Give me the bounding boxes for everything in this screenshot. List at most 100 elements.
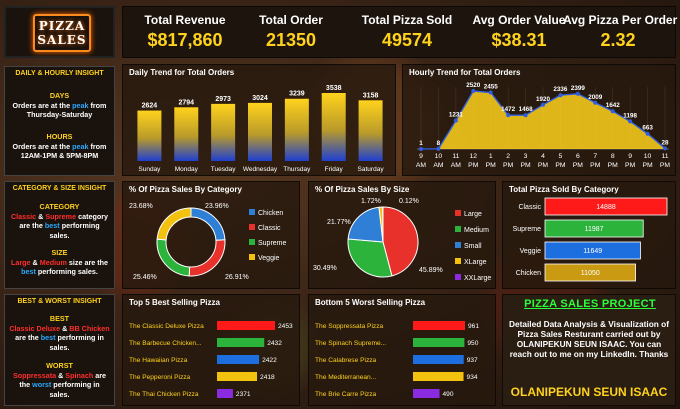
data-label: 1468: [519, 106, 534, 113]
best-worst-insight: BEST & WORST INSIGHT BEST Classic Deluxe…: [4, 294, 115, 406]
insight-days: DAYS Orders are at the peak from Thursda…: [9, 91, 110, 120]
author-name: OLANIPEKUN SEUN ISAAC: [510, 385, 668, 399]
slice-label: 25.46%: [133, 274, 157, 281]
chart-title: Top 5 Best Selling Pizza: [129, 298, 220, 307]
bar: [217, 389, 233, 398]
y-tick-label: The Barbecue Chicken...: [129, 340, 202, 347]
legend-label: XXLarge: [464, 275, 491, 282]
x-tick-label: PM: [468, 162, 479, 169]
data-label: 490: [443, 391, 454, 398]
x-tick-label: 3: [524, 153, 528, 160]
donut-slice: [190, 207, 226, 241]
project-description: Detailed Data Analysis & Visualization o…: [509, 319, 669, 359]
bar: [413, 321, 465, 330]
insight-title: DAILY & HOURLY INSIGHT: [15, 70, 104, 77]
bar: [248, 102, 272, 161]
data-label: 1472: [501, 106, 516, 113]
data-label: 3024: [252, 95, 268, 102]
donut-slice: [188, 239, 226, 277]
data-label: 1: [419, 140, 423, 147]
insight-worst-head: WORST: [46, 361, 73, 370]
insight-text: category are the: [19, 211, 109, 231]
data-label: 2794: [178, 99, 194, 106]
legend-swatch: [455, 274, 461, 280]
x-tick-label: 8: [611, 153, 615, 160]
logo-panel: PIZZA SALES: [4, 6, 115, 58]
bar: [413, 355, 464, 364]
data-point: [610, 109, 615, 114]
insight-cat-a: Classic: [10, 211, 37, 221]
legend-swatch: [249, 254, 255, 260]
data-label: 934: [467, 374, 478, 381]
data-label: 11649: [583, 248, 602, 255]
insight-worst-b: Spinach: [65, 370, 94, 380]
data-label: 3538: [326, 85, 342, 92]
data-label: 1198: [623, 112, 637, 119]
x-tick-label: 10: [435, 153, 443, 160]
bar: [217, 355, 260, 364]
data-label: 3158: [363, 92, 379, 99]
y-tick-label: The Spinach Supreme...: [315, 340, 386, 347]
x-tick-label: PM: [520, 162, 531, 169]
data-label: 950: [467, 340, 478, 347]
data-label: 2009: [588, 94, 603, 101]
y-tick-label: Veggie: [520, 248, 542, 255]
legend-swatch: [455, 242, 461, 248]
category-donut-panel: % Of Pizza Sales By Category 23.96% 26.91…: [122, 181, 300, 289]
top5-panel: Top 5 Best Selling Pizza The Classic Del…: [122, 294, 300, 406]
legend-label: Veggie: [258, 255, 280, 262]
data-label: 663: [642, 125, 653, 132]
daily-trend-panel: Daily Trend for Total Orders 2624 Sunday 2…: [122, 64, 396, 176]
legend-swatch: [249, 209, 255, 215]
kpi-bar: Total Revenue $817,860 Total Order 21350…: [122, 6, 677, 58]
data-label: 2432: [267, 340, 282, 347]
legend-label: Classic: [258, 225, 281, 232]
bar: [544, 219, 644, 238]
legend-label: Medium: [464, 227, 489, 234]
kpi-total-revenue: Total Revenue $817,860: [135, 13, 235, 51]
project-info-panel: PIZZA SALES PROJECT Detailed Data Analys…: [502, 294, 676, 406]
data-point: [628, 119, 633, 124]
insight-text: &: [30, 257, 40, 267]
x-tick-label: PM: [486, 162, 497, 169]
x-tick-label: Thursday: [283, 166, 311, 173]
legend-swatch: [455, 210, 461, 216]
x-tick-label: PM: [625, 162, 636, 169]
data-label: 11050: [581, 270, 600, 277]
insight-days-head: DAYS: [49, 91, 70, 100]
kpi-total-order: Total Order 21350: [251, 13, 331, 51]
chart-title: Daily Trend for Total Orders: [129, 68, 235, 77]
data-point: [541, 102, 545, 107]
insight-text: performing sales.: [49, 221, 100, 240]
kpi-label: Total Pizza Sold: [361, 13, 453, 27]
x-tick-label: PM: [538, 162, 549, 169]
pie-slice: [382, 206, 419, 277]
x-tick-label: PM: [555, 162, 566, 169]
y-tick-label: Chicken: [516, 270, 541, 277]
data-label: 1231: [449, 112, 464, 119]
insight-title: BEST & WORST INSIGHT: [17, 298, 102, 305]
kpi-avg-order-value: Avg Order Value $38.31: [467, 13, 571, 51]
chart-title: Total Pizza Sold By Category: [509, 185, 619, 194]
bar: [174, 107, 199, 161]
data-label: 2624: [142, 103, 158, 110]
data-point: [523, 113, 528, 118]
x-tick-label: Wednesday: [243, 166, 278, 173]
category-bars-panel: Total Pizza Sold By Category Classic 1488…: [502, 181, 676, 289]
x-tick-label: AM: [416, 162, 427, 169]
insight-text: &: [56, 370, 66, 380]
y-tick-label: The Soppressata Pizza: [315, 323, 384, 330]
legend-label: XLarge: [464, 259, 487, 266]
x-tick-label: PM: [590, 162, 601, 169]
data-point: [575, 91, 580, 96]
bar: [358, 100, 383, 161]
data-label: 1920: [536, 96, 551, 103]
data-label: 2455: [484, 83, 499, 90]
x-tick-label: 12: [470, 153, 478, 160]
insight-highlight: best: [21, 267, 36, 276]
data-point: [593, 100, 598, 105]
slice-label: 26.91%: [225, 274, 249, 281]
insight-highlight: peak: [72, 141, 89, 151]
kpi-label: Total Order: [259, 13, 323, 27]
data-label: 2371: [236, 391, 251, 398]
